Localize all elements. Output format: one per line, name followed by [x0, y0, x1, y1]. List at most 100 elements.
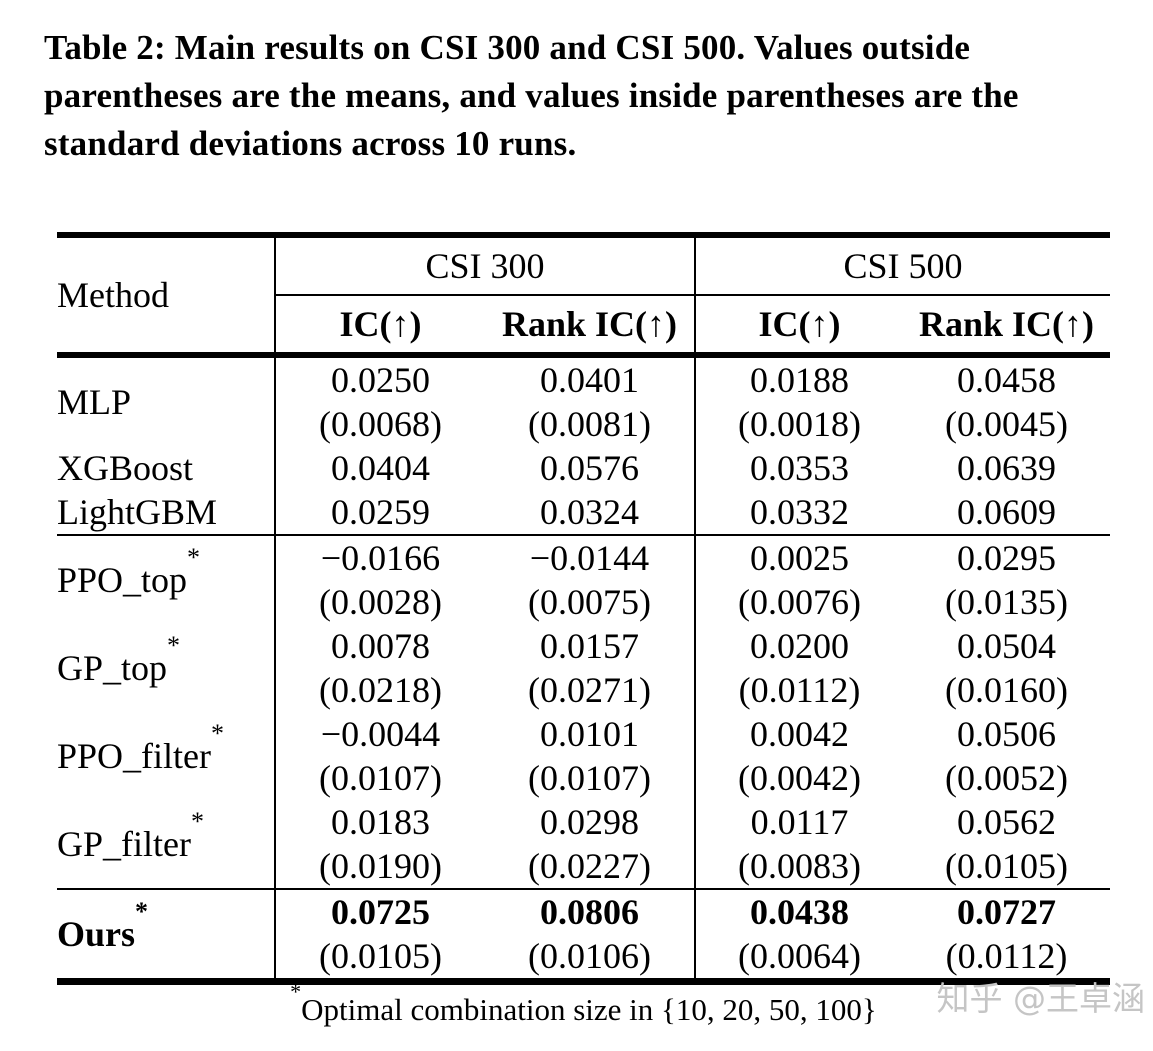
mean-value: 0.0438	[750, 892, 849, 932]
method-cell: GP_filter*	[57, 800, 275, 889]
method-cell: LightGBM	[57, 490, 275, 535]
col-header-rankic-csi300: Rank IC(↑)	[485, 295, 695, 358]
method-label: LightGBM	[57, 492, 218, 532]
value-cell: 0.0806 (0.0106)	[485, 888, 695, 985]
value-cell: −0.0144 (0.0075)	[485, 534, 695, 624]
col-header-rankic-csi500: Rank IC(↑)	[903, 295, 1110, 358]
mean-value: 0.0117	[750, 802, 849, 842]
mean-value: 0.0504	[957, 626, 1056, 666]
value-cell: 0.0727 (0.0112)	[903, 888, 1110, 985]
method-label: GP_filter	[57, 824, 191, 864]
table-row-mlp: MLP 0.0250 (0.0068) 0.0401 (0.0081) 0.0188…	[57, 355, 1110, 446]
std-value: (0.0105)	[319, 936, 442, 976]
value-cell: 0.0295 (0.0135)	[903, 534, 1110, 624]
table-row-xgboost: XGBoost 0.0404 0.0576 0.0353 0.0639	[57, 446, 1110, 490]
group-header-csi300: CSI 300	[274, 232, 695, 296]
method-cell: GP_top*	[57, 624, 275, 712]
std-value: (0.0218)	[319, 670, 442, 710]
value-cell: 0.0259	[274, 490, 485, 535]
footnote-marker: *	[290, 978, 302, 1004]
value-cell: 0.0117 (0.0083)	[694, 800, 903, 889]
table-footnote: *Optimal combination size in {10, 20, 50…	[57, 980, 1110, 1030]
mean-value: 0.0200	[750, 626, 849, 666]
value-cell: 0.0401 (0.0081)	[485, 355, 695, 446]
table-row-gp-filter: GP_filter* 0.0183 (0.0190) 0.0298 (0.0227)…	[57, 800, 1110, 889]
mean-value: 0.0806	[540, 892, 639, 932]
std-value: (0.0112)	[738, 670, 861, 710]
value-cell: 0.0506 (0.0052)	[903, 712, 1110, 800]
std-value: (0.0107)	[319, 758, 442, 798]
table-row-ppo-top: PPO_top* −0.0166 (0.0028) −0.0144 (0.0075)…	[57, 534, 1110, 624]
results-table: Method CSI 300 CSI 500 IC(↑) Rank IC(↑) …	[57, 232, 1110, 985]
value-cell: 0.0438 (0.0064)	[694, 888, 903, 985]
value-cell: 0.0157 (0.0271)	[485, 624, 695, 712]
std-value: (0.0105)	[945, 846, 1068, 886]
std-value: (0.0028)	[319, 582, 442, 622]
table-row-gp-top: GP_top* 0.0078 (0.0218) 0.0157 (0.0271) 0.…	[57, 624, 1110, 712]
mean-value: 0.0250	[331, 360, 430, 400]
mean-value: 0.0295	[957, 538, 1056, 578]
group-header-csi500: CSI 500	[694, 232, 1110, 296]
mean-value: 0.0458	[957, 360, 1056, 400]
mean-value: 0.0298	[540, 802, 639, 842]
mean-value: 0.0188	[750, 360, 849, 400]
std-value: (0.0068)	[319, 404, 442, 444]
std-value: (0.0107)	[528, 758, 651, 798]
method-cell: XGBoost	[57, 446, 275, 490]
method-label: XGBoost	[57, 448, 194, 488]
method-label: PPO_top	[57, 560, 188, 600]
value-cell: 0.0183 (0.0190)	[274, 800, 485, 889]
value-cell: 0.0200 (0.0112)	[694, 624, 903, 712]
value-cell: 0.0188 (0.0018)	[694, 355, 903, 446]
std-value: (0.0076)	[738, 582, 861, 622]
value-cell: 0.0458 (0.0045)	[903, 355, 1110, 446]
std-value: (0.0160)	[945, 670, 1068, 710]
value-cell: 0.0042 (0.0042)	[694, 712, 903, 800]
value-cell: 0.0324	[540, 492, 639, 532]
mean-value: −0.0044	[320, 714, 441, 754]
method-cell: MLP	[57, 355, 275, 446]
mean-value: 0.0078	[331, 626, 430, 666]
std-value: (0.0018)	[738, 404, 861, 444]
std-value: (0.0135)	[945, 582, 1068, 622]
value-cell: 0.0025 (0.0076)	[694, 534, 903, 624]
value-cell: 0.0725 (0.0105)	[274, 888, 485, 985]
table-row-ppo-filter: PPO_filter* −0.0044 (0.0107) 0.0101 (0.010…	[57, 712, 1110, 800]
method-marker: *	[187, 543, 201, 572]
std-value: (0.0075)	[528, 582, 651, 622]
std-value: (0.0227)	[528, 846, 651, 886]
method-marker: *	[190, 807, 204, 836]
mean-value: 0.0727	[957, 892, 1056, 932]
value-cell: 0.0353	[694, 446, 903, 490]
value-cell: 0.0101 (0.0107)	[485, 712, 695, 800]
method-cell: PPO_filter*	[57, 712, 275, 800]
method-cell: Ours*	[57, 888, 275, 985]
mean-value: 0.0725	[331, 892, 430, 932]
std-value: (0.0083)	[738, 846, 861, 886]
mean-value: 0.0042	[750, 714, 849, 754]
col-header-method: Method	[57, 232, 275, 358]
value-cell: 0.0250 (0.0068)	[274, 355, 485, 446]
watermark: 知乎 @王卓涵	[936, 979, 1146, 1018]
method-label: PPO_filter	[57, 736, 212, 776]
value-cell: 0.0639	[957, 448, 1056, 488]
table-row-lightgbm: LightGBM 0.0259 0.0324 0.0332 0.0609	[57, 490, 1110, 535]
method-label: GP_top	[57, 648, 168, 688]
mean-value: −0.0166	[320, 538, 441, 578]
std-value: (0.0045)	[945, 404, 1068, 444]
col-header-ic-csi500: IC(↑)	[694, 295, 903, 358]
std-value: (0.0081)	[528, 404, 651, 444]
mean-value: 0.0025	[750, 538, 849, 578]
method-marker: *	[211, 719, 225, 748]
header-group-row: Method CSI 300 CSI 500	[57, 232, 1110, 358]
std-value: (0.0042)	[738, 758, 861, 798]
mean-value: 0.0562	[957, 802, 1056, 842]
std-value: (0.0052)	[945, 758, 1068, 798]
value-cell: 0.0332	[694, 490, 903, 535]
std-value: (0.0271)	[528, 670, 651, 710]
value-cell: 0.0298 (0.0227)	[485, 800, 695, 889]
table-caption: Table 2: Main results on CSI 300 and CSI…	[44, 28, 1019, 163]
mean-value: 0.0157	[540, 626, 639, 666]
mean-value: 0.0101	[540, 714, 639, 754]
